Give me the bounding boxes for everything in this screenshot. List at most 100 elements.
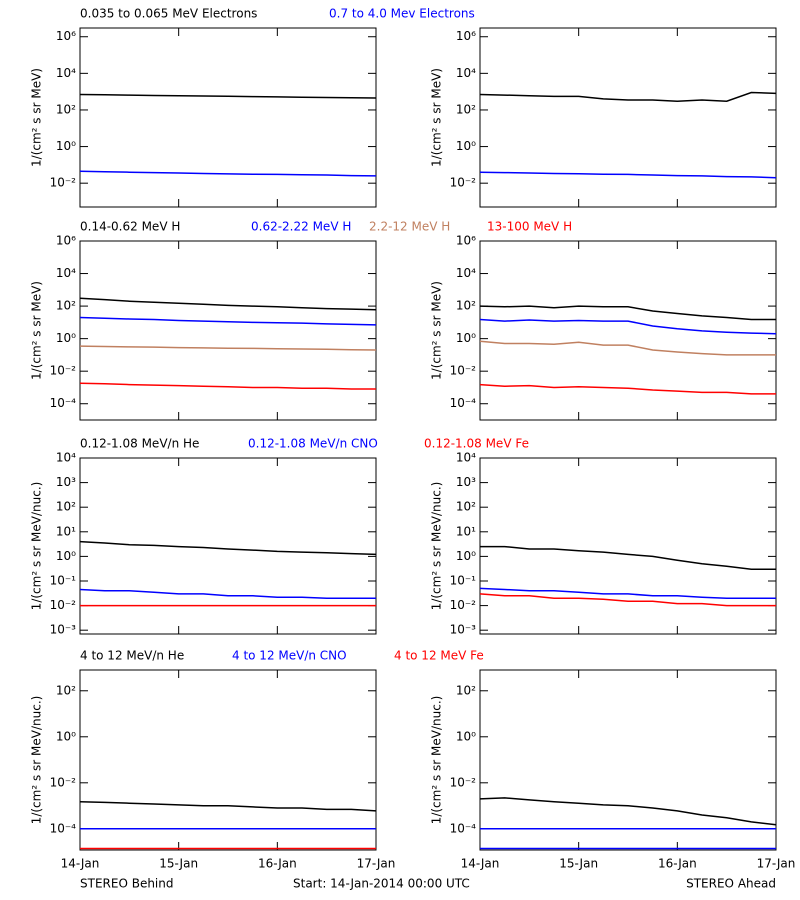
- series-line: [79, 345, 377, 351]
- y-tick-label: 10⁻¹: [50, 573, 77, 587]
- plot-frame: [479, 27, 777, 208]
- series-line: [479, 318, 777, 335]
- plot-frame: [479, 240, 777, 421]
- y-axis-label: 1/(cm² s sr MeV/nuc.): [30, 696, 44, 825]
- legend-entry: 13-100 MeV H: [487, 220, 572, 234]
- series-line: [479, 305, 776, 321]
- series-line: [79, 93, 377, 99]
- series-line: [479, 340, 776, 356]
- y-tick-label: 10⁴: [456, 451, 476, 465]
- series-line: [479, 383, 776, 395]
- y-tick-label: 10⁴: [56, 266, 76, 280]
- x-tick-label: 16-Jan: [258, 857, 297, 871]
- y-tick-label: 10⁴: [456, 66, 476, 80]
- legend-entry: 2.2-12 MeV H: [369, 220, 450, 234]
- series-line: [79, 540, 377, 556]
- y-tick-label: 10⁴: [56, 451, 76, 465]
- y-tick-label: 10⁻³: [50, 623, 77, 637]
- y-tick-label: 10¹: [456, 524, 476, 538]
- y-tick-label: 10⁻²: [50, 364, 77, 378]
- legend-entry: 0.12-1.08 MeV Fe: [424, 437, 529, 451]
- y-tick-label: 10⁴: [456, 266, 476, 280]
- y-tick-label: 10⁻³: [450, 623, 477, 637]
- y-tick-label: 10⁶: [456, 234, 476, 248]
- y-axis-label: 1/(cm² s sr MeV/nuc.): [30, 482, 44, 611]
- series-line: [79, 588, 376, 599]
- legend-entry: 0.12-1.08 MeV/n He: [80, 437, 199, 451]
- y-tick-label: 10⁶: [56, 234, 76, 248]
- y-tick-label: 10⁶: [56, 29, 76, 43]
- y-tick-label: 10⁰: [56, 331, 76, 345]
- legend-entry: 0.035 to 0.065 MeV Electrons: [80, 7, 257, 21]
- y-tick-label: 10⁰: [456, 729, 476, 743]
- series-line: [79, 382, 376, 390]
- plot-frame: [479, 669, 777, 851]
- y-tick-label: 10⁰: [56, 139, 76, 153]
- y-tick-label: 10²: [456, 683, 476, 697]
- legend-entry: 4 to 12 MeV/n CNO: [232, 649, 347, 663]
- series-line: [479, 593, 776, 607]
- series-line: [479, 587, 776, 599]
- series-line: [79, 297, 377, 311]
- y-tick-label: 10⁻²: [50, 598, 77, 612]
- x-tick-label: 15-Jan: [559, 857, 598, 871]
- y-tick-label: 10³: [56, 475, 76, 489]
- y-tick-label: 10⁰: [456, 331, 476, 345]
- y-tick-label: 10¹: [56, 524, 76, 538]
- y-axis-label: 1/(cm² s sr MeV): [430, 281, 444, 380]
- series-line: [479, 91, 777, 102]
- y-tick-label: 10⁴: [56, 66, 76, 80]
- y-tick-label: 10²: [456, 102, 476, 116]
- y-tick-label: 10⁰: [56, 549, 76, 563]
- y-tick-label: 10⁻¹: [450, 573, 477, 587]
- y-tick-label: 10⁻⁴: [450, 396, 477, 410]
- y-tick-label: 10²: [56, 102, 76, 116]
- footer-center: Start: 14-Jan-2014 00:00 UTC: [293, 877, 470, 891]
- plot-frame: [479, 457, 777, 635]
- y-axis-label: 1/(cm² s sr MeV): [30, 281, 44, 380]
- y-tick-label: 10³: [456, 475, 476, 489]
- series-line: [79, 170, 377, 177]
- x-tick-label: 17-Jan: [357, 857, 396, 871]
- y-tick-label: 10⁶: [456, 29, 476, 43]
- series-line: [479, 171, 777, 179]
- footer-left: STEREO Behind: [80, 877, 174, 891]
- series-line: [480, 545, 776, 571]
- y-tick-label: 10²: [456, 299, 476, 313]
- y-tick-label: 10²: [456, 500, 476, 514]
- x-tick-label: 16-Jan: [658, 857, 697, 871]
- legend-entry: 0.14-0.62 MeV H: [80, 220, 180, 234]
- legend-entry: 4 to 12 MeV Fe: [394, 649, 484, 663]
- y-tick-label: 10⁰: [456, 549, 476, 563]
- y-tick-label: 10⁰: [456, 139, 476, 153]
- y-tick-label: 10⁻⁴: [50, 821, 77, 835]
- y-tick-label: 10⁰: [56, 729, 76, 743]
- legend-entry: 4 to 12 MeV/n He: [80, 649, 184, 663]
- legend-entry: 0.7 to 4.0 Mev Electrons: [329, 7, 475, 21]
- x-tick-label: 17-Jan: [757, 857, 796, 871]
- y-tick-label: 10⁻²: [50, 775, 77, 789]
- plot-frame: [79, 457, 377, 635]
- x-tick-label: 15-Jan: [159, 857, 198, 871]
- y-tick-label: 10⁻⁴: [50, 396, 77, 410]
- y-tick-label: 10⁻⁴: [450, 821, 477, 835]
- legend-entry: 0.12-1.08 MeV/n CNO: [248, 437, 378, 451]
- y-tick-label: 10⁻²: [450, 176, 477, 190]
- y-axis-label: 1/(cm² s sr MeV): [430, 68, 444, 167]
- series-line: [479, 797, 777, 826]
- y-tick-label: 10²: [56, 299, 76, 313]
- y-axis-label: 1/(cm² s sr MeV/nuc.): [430, 696, 444, 825]
- y-tick-label: 10⁻²: [450, 775, 477, 789]
- plot-frame: [79, 240, 377, 421]
- y-tick-label: 10²: [56, 683, 76, 697]
- series-line: [79, 801, 377, 812]
- footer-right: STEREO Ahead: [686, 877, 776, 891]
- y-tick-label: 10²: [56, 500, 76, 514]
- x-tick-label: 14-Jan: [61, 857, 100, 871]
- y-tick-label: 10⁻²: [450, 364, 477, 378]
- y-axis-label: 1/(cm² s sr MeV/nuc.): [430, 482, 444, 611]
- series-line: [79, 316, 377, 326]
- plot-frame: [79, 669, 377, 851]
- y-axis-label: 1/(cm² s sr MeV): [30, 68, 44, 167]
- x-tick-label: 14-Jan: [461, 857, 500, 871]
